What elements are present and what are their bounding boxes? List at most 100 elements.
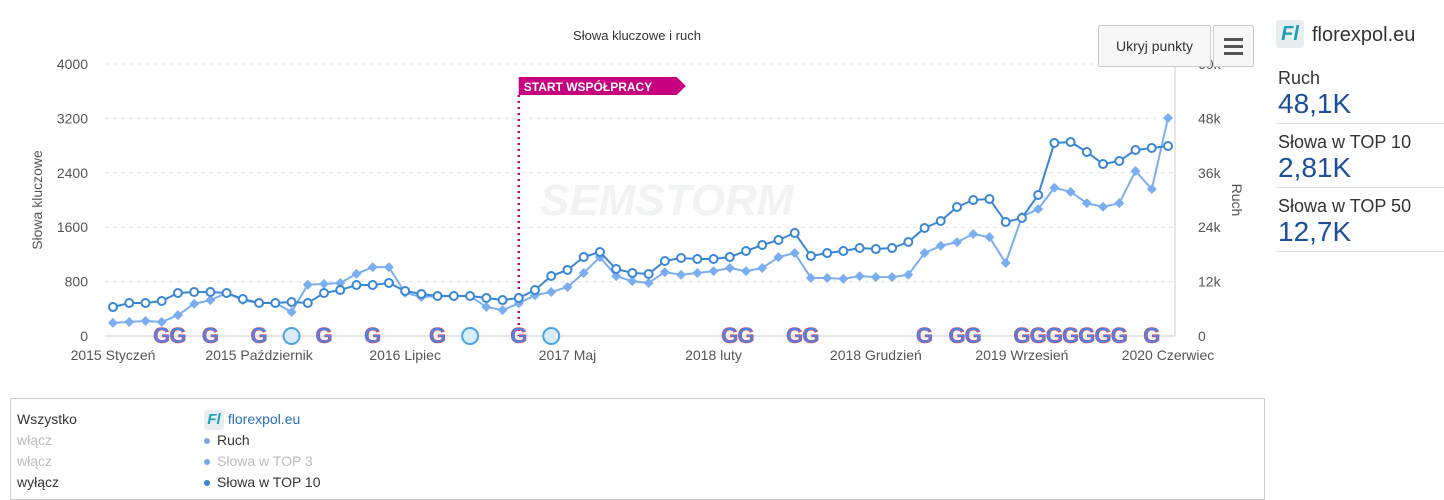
data-point xyxy=(789,227,800,238)
data-point xyxy=(1000,217,1011,228)
data-point xyxy=(172,310,183,321)
y-tick-label: 4000 xyxy=(57,56,88,72)
data-point xyxy=(335,285,346,296)
stat-ruch: Ruch 48,1K xyxy=(1276,60,1444,124)
legend-site[interactable]: florexpol.eu xyxy=(227,411,301,427)
data-point xyxy=(805,251,816,262)
data-point xyxy=(724,263,735,273)
stat-label: Słowa w TOP 10 xyxy=(1278,132,1412,152)
data-point xyxy=(205,295,216,306)
x-tick-label: 2018 Grudzień xyxy=(830,347,922,363)
x-tick-label: 2016 Lipiec xyxy=(369,347,441,363)
y2-tick-label: 36k xyxy=(1198,165,1222,181)
data-point xyxy=(108,302,118,313)
data-point xyxy=(773,234,784,245)
data-point xyxy=(286,306,297,317)
start-label: START WSPÓŁPRACY xyxy=(524,79,652,94)
data-point xyxy=(1163,141,1173,152)
data-point xyxy=(1016,213,1027,224)
data-point xyxy=(124,316,135,327)
start-flag xyxy=(518,77,686,95)
legend-item-top3[interactable]: Słowa w TOP 3 xyxy=(204,451,321,472)
legend-label: Ruch xyxy=(217,432,250,448)
google-update-icon: G xyxy=(1030,323,1047,348)
data-point xyxy=(676,253,687,264)
data-point xyxy=(1049,138,1060,149)
data-point xyxy=(254,298,265,309)
data-point xyxy=(1049,182,1060,193)
y2-axis-title: Ruch xyxy=(1229,184,1245,217)
data-point xyxy=(497,305,508,316)
data-point xyxy=(1163,112,1173,123)
data-point xyxy=(1081,146,1092,157)
data-point xyxy=(903,237,914,248)
data-point xyxy=(1114,155,1125,166)
data-point xyxy=(1130,165,1141,176)
data-point xyxy=(1146,142,1157,153)
data-point xyxy=(968,195,979,205)
data-point xyxy=(822,248,833,259)
data-point xyxy=(481,292,492,303)
data-point xyxy=(805,272,816,283)
y2-tick-label: 12k xyxy=(1198,274,1222,290)
data-point xyxy=(887,272,898,283)
data-point xyxy=(1098,159,1109,170)
data-point xyxy=(448,291,459,302)
site-logo: Fl xyxy=(204,410,224,430)
legend-item-ruch[interactable]: Ruch xyxy=(204,430,321,451)
stat-value: 12,7K xyxy=(1278,216,1352,247)
google-update-icon: G xyxy=(153,323,170,348)
hide-points-button[interactable]: Ukryj punkty xyxy=(1098,25,1211,67)
data-point xyxy=(643,268,654,279)
data-point xyxy=(351,268,362,279)
x-tick-label: 2019 Wrzesień xyxy=(975,347,1068,363)
data-point xyxy=(935,216,946,227)
google-update-icon: G xyxy=(510,323,527,348)
data-point xyxy=(757,240,768,251)
toggle-top10[interactable]: wyłącz xyxy=(17,474,60,490)
data-point xyxy=(286,297,297,307)
stat-value: 48,1K xyxy=(1278,88,1352,119)
data-point xyxy=(708,254,719,265)
google-update-icon: G xyxy=(786,323,803,348)
data-point xyxy=(513,292,524,303)
data-point xyxy=(416,288,427,299)
data-point xyxy=(530,285,540,296)
data-point xyxy=(562,282,573,293)
data-point xyxy=(692,267,703,278)
data-point xyxy=(643,277,654,288)
data-point xyxy=(854,243,865,254)
data-point xyxy=(627,268,638,279)
keywords-traffic-chart: Słowa kluczowe i ruch SEMSTORM 0 0 800 12k 160… xyxy=(29,28,1245,363)
data-point xyxy=(156,316,167,327)
algorithm-update-icon xyxy=(542,327,561,345)
toggle-ruch[interactable]: włącz xyxy=(17,432,53,448)
x-tick-label: 2020 Czerwiec xyxy=(1122,347,1215,363)
data-point xyxy=(627,276,638,287)
y2-tick-label: 24k xyxy=(1198,219,1222,235)
data-point xyxy=(319,278,329,289)
google-update-icon: G xyxy=(721,323,738,348)
stat-label: Słowa w TOP 50 xyxy=(1278,196,1412,216)
data-point xyxy=(659,255,670,266)
data-point xyxy=(708,266,719,277)
y-tick-label: 1600 xyxy=(57,219,88,235)
y-tick-label: 3200 xyxy=(57,110,88,126)
data-point xyxy=(497,295,508,306)
legend-item-top10[interactable]: Słowa w TOP 10 xyxy=(204,472,321,493)
data-point xyxy=(1000,258,1011,269)
data-point xyxy=(383,277,394,288)
toggle-top3[interactable]: włącz xyxy=(17,453,53,469)
toggle-all[interactable]: Wszystko xyxy=(17,411,77,427)
dot-icon xyxy=(204,438,210,445)
data-point xyxy=(1146,184,1157,195)
google-update-icon: G xyxy=(948,323,965,348)
data-point xyxy=(887,243,898,254)
data-point xyxy=(1130,145,1141,156)
chart-menu-button[interactable] xyxy=(1213,25,1254,67)
data-point xyxy=(870,244,881,255)
google-update-icon: G xyxy=(1046,323,1063,348)
google-update-icon: G xyxy=(737,323,754,348)
data-point xyxy=(903,269,914,280)
data-point xyxy=(270,298,281,309)
